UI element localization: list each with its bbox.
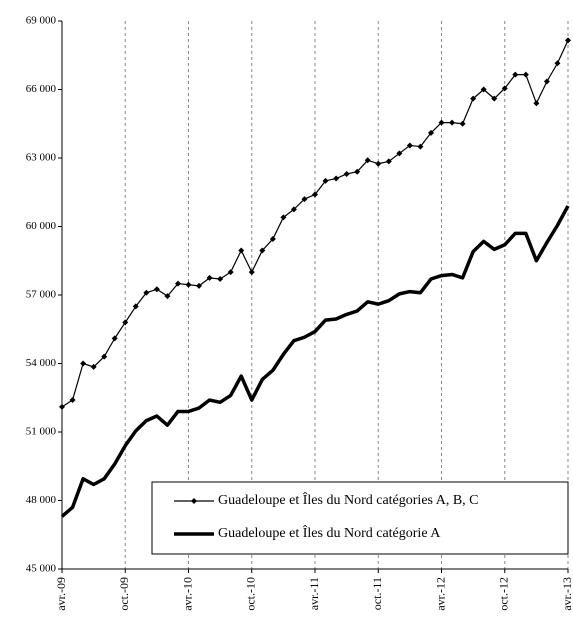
y-tick-label: 51 000 xyxy=(26,426,57,438)
data-point xyxy=(354,168,361,175)
x-tick-label: avr.-13 xyxy=(560,577,573,611)
data-point xyxy=(322,177,329,184)
data-point xyxy=(185,281,192,288)
data-point xyxy=(132,303,139,310)
data-point xyxy=(470,95,477,102)
data-point xyxy=(196,282,203,289)
data-point xyxy=(417,143,424,150)
data-point xyxy=(533,100,540,107)
data-point xyxy=(554,60,561,67)
data-point xyxy=(512,71,519,78)
data-point xyxy=(449,119,456,126)
data-point xyxy=(269,236,276,243)
data-point xyxy=(565,37,571,44)
data-point xyxy=(122,319,129,326)
x-tick-label: avr.-10 xyxy=(180,577,194,611)
legend-label: Guadeloupe et Îles du Nord catégorie A xyxy=(218,524,441,541)
series-line xyxy=(60,205,570,518)
x-tick-label: avr.-09 xyxy=(54,577,68,611)
data-point xyxy=(333,175,340,182)
data-point xyxy=(174,280,181,287)
data-point xyxy=(543,78,550,85)
legend-marker xyxy=(191,498,197,504)
y-tick-label: 57 000 xyxy=(26,289,57,301)
y-tick-label: 48 000 xyxy=(26,494,57,506)
data-point xyxy=(164,293,171,300)
data-point xyxy=(343,170,350,177)
data-point xyxy=(385,158,392,165)
data-point xyxy=(80,360,87,367)
x-tick-label: oct.-09 xyxy=(117,577,131,611)
data-point xyxy=(501,85,508,92)
y-tick-label: 60 000 xyxy=(26,220,57,232)
data-point xyxy=(301,196,308,203)
data-point xyxy=(259,247,266,254)
data-point xyxy=(427,129,434,136)
data-point xyxy=(396,150,403,157)
data-point xyxy=(143,289,150,296)
data-point xyxy=(491,95,498,102)
legend-box xyxy=(151,481,569,555)
data-point xyxy=(459,120,466,127)
data-point xyxy=(406,142,413,149)
data-point xyxy=(227,269,234,276)
data-point xyxy=(480,86,487,93)
data-point xyxy=(375,160,382,167)
data-point xyxy=(153,286,160,293)
x-tick-label: avr.-12 xyxy=(433,577,447,611)
x-tick-label: oct.-11 xyxy=(370,577,384,610)
data-point xyxy=(280,214,287,221)
y-tick-label: 66 000 xyxy=(26,83,57,95)
data-point xyxy=(90,363,97,370)
data-point xyxy=(238,247,245,254)
data-point xyxy=(111,335,118,342)
y-tick-label: 69 000 xyxy=(26,15,57,27)
y-tick-label: 54 000 xyxy=(26,357,57,369)
data-point xyxy=(248,269,255,276)
x-tick-label: oct.-10 xyxy=(244,577,258,611)
data-point xyxy=(364,157,371,164)
data-point xyxy=(522,71,529,78)
data-point xyxy=(69,397,76,404)
data-point xyxy=(206,274,213,281)
x-tick-label: avr.-11 xyxy=(307,577,321,610)
data-point xyxy=(59,403,65,410)
data-point xyxy=(438,119,445,126)
data-point xyxy=(101,353,108,360)
data-point xyxy=(217,276,224,283)
y-tick-label: 63 000 xyxy=(26,152,57,164)
x-tick-label: oct.-12 xyxy=(497,577,511,611)
data-point xyxy=(312,191,318,198)
data-point xyxy=(290,206,297,213)
legend-label: Guadeloupe et Îles du Nord catégories A,… xyxy=(218,491,479,508)
y-tick-label: 45 000 xyxy=(26,563,57,575)
